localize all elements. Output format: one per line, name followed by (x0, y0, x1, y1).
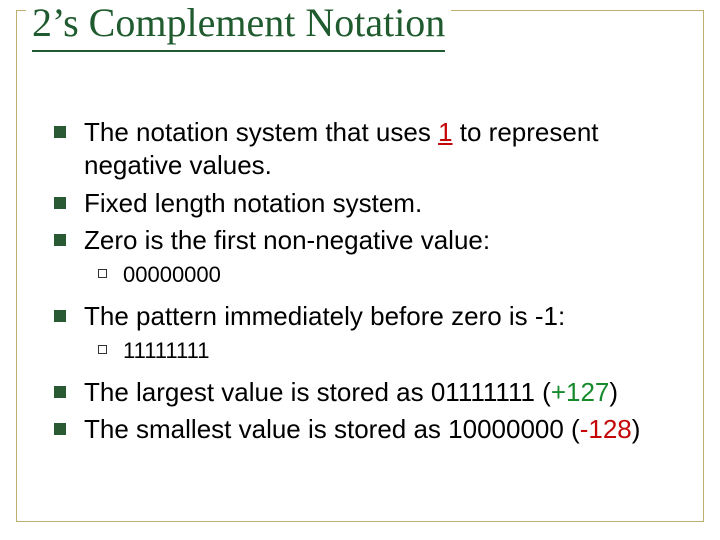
bullet-6-red: -128 (580, 414, 632, 444)
bullet-square-icon (54, 234, 66, 246)
bullet-6-post: ) (632, 414, 641, 444)
bullet-6: The smallest value is stored as 10000000… (54, 413, 680, 446)
bullet-3-text: Zero is the first non-negative value: (84, 224, 490, 257)
bullet-3: Zero is the first non-negative value: (54, 224, 680, 257)
bullet-5-pre: The largest value is stored as 01111111 … (84, 377, 551, 407)
bullet-5-green: +127 (551, 377, 610, 407)
bullet-3-sub-text: 00000000 (123, 261, 221, 290)
bullet-square-icon (54, 197, 66, 209)
bullet-square-icon (54, 126, 66, 138)
bullet-square-icon (54, 423, 66, 435)
bullet-1-text: The notation system that uses 1 to repre… (84, 116, 680, 183)
bullet-1-red: 1 (438, 117, 452, 147)
title-underline (32, 50, 445, 52)
bullet-4-sub: 11111111 (98, 337, 680, 366)
bullet-6-pre: The smallest value is stored as 10000000… (84, 414, 580, 444)
content-area: The notation system that uses 1 to repre… (54, 116, 680, 450)
bullet-4-sub-text: 11111111 (123, 337, 209, 366)
bullet-outline-icon (98, 345, 107, 354)
bullet-4: The pattern immediately before zero is -… (54, 300, 680, 333)
bullet-outline-icon (98, 269, 107, 278)
bullet-1: The notation system that uses 1 to repre… (54, 116, 680, 183)
bullet-3-sub: 00000000 (98, 261, 680, 290)
bullet-1-pre: The notation system that uses (84, 117, 438, 147)
bullet-5-post: ) (609, 377, 618, 407)
bullet-5: The largest value is stored as 01111111 … (54, 376, 680, 409)
bullet-2-text: Fixed length notation system. (84, 187, 422, 220)
title-wrap: 2’s Complement Notation (26, 0, 451, 58)
bullet-2: Fixed length notation system. (54, 187, 680, 220)
bullet-square-icon (54, 386, 66, 398)
bullet-square-icon (54, 310, 66, 322)
bullet-6-text: The smallest value is stored as 10000000… (84, 413, 640, 446)
bullet-5-text: The largest value is stored as 01111111 … (84, 376, 618, 409)
slide-title: 2’s Complement Notation (32, 0, 445, 46)
bullet-4-text: The pattern immediately before zero is -… (84, 300, 565, 333)
slide: 2’s Complement Notation The notation sys… (0, 0, 720, 540)
